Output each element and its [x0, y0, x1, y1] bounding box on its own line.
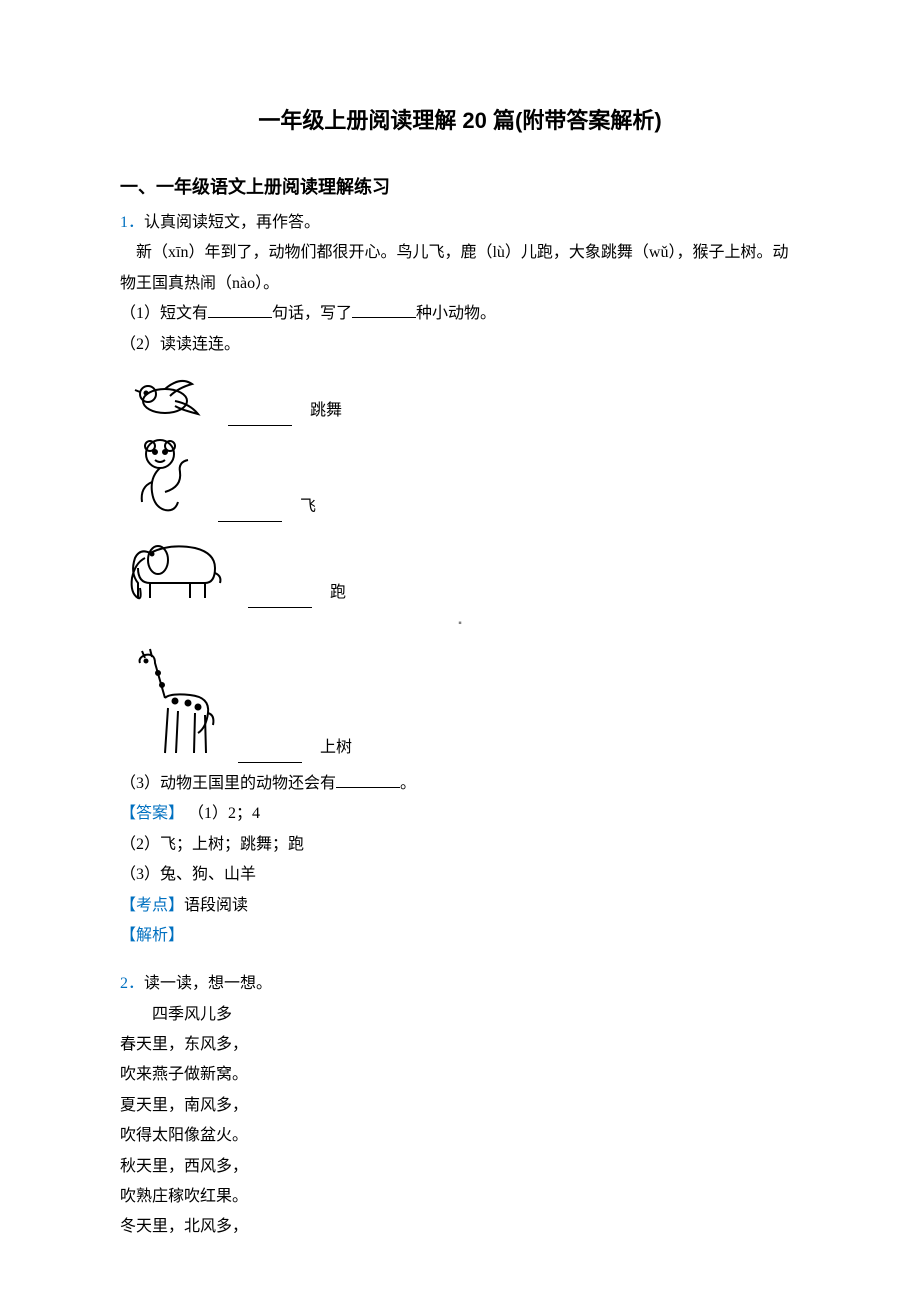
q1-sub2: （2）读读连连。 [120, 330, 800, 360]
poem-line: 冬天里，北风多， [120, 1212, 800, 1242]
match-label: 跑 [330, 578, 346, 608]
document-title: 一年级上册阅读理解 20 篇(附带答案解析) [120, 100, 800, 142]
answer-label: 【答案】 [120, 805, 184, 822]
blank-input[interactable] [336, 771, 400, 788]
q1-answer-3: （3）兔、狗、山羊 [120, 860, 800, 890]
giraffe-icon [120, 643, 220, 763]
blank-input[interactable] [248, 591, 312, 608]
blank-input[interactable] [352, 301, 416, 318]
q1-prompt: 认真阅读短文，再作答。 [144, 214, 320, 231]
q1-sub3-b: 。 [400, 775, 416, 792]
q1-number: 1． [120, 214, 144, 231]
q1-sub1-c: 种小动物。 [416, 305, 496, 322]
match-row: 上树 [120, 643, 800, 763]
poem-title: 四季风儿多 [120, 1000, 800, 1030]
spacer [120, 951, 800, 969]
separator-dot: ▪ [120, 614, 800, 633]
kaodian-text: 语段阅读 [184, 897, 248, 914]
q1-prompt-line: 1．认真阅读短文，再作答。 [120, 208, 800, 238]
poem-line: 春天里，东风多， [120, 1030, 800, 1060]
blank-input[interactable] [238, 746, 302, 763]
q1-sub3: （3）动物王国里的动物还会有 。 [120, 769, 800, 799]
q1-sub1: （1）短文有 句话，写了 种小动物。 [120, 299, 800, 329]
q1-answer-2: （2）飞；上树；跳舞；跑 [120, 830, 800, 860]
question-1: 1．认真阅读短文，再作答。 新（xīn）年到了，动物们都很开心。鸟儿飞，鹿（lù… [120, 208, 800, 951]
poem-line: 夏天里，南风多， [120, 1091, 800, 1121]
q1-sub1-a: （1）短文有 [120, 305, 208, 322]
q1-sub3-a: （3）动物王国里的动物还会有 [120, 775, 336, 792]
blank-input[interactable] [218, 505, 282, 522]
blank-input[interactable] [208, 301, 272, 318]
blank-input[interactable] [228, 409, 292, 426]
match-row: 飞 [120, 432, 800, 522]
elephant-icon [120, 528, 230, 608]
match-row: 跑 [120, 528, 800, 608]
document-page: 一年级上册阅读理解 20 篇(附带答案解析) 一、一年级语文上册阅读理解练习 1… [0, 0, 920, 1303]
monkey-icon [120, 432, 200, 522]
q2-number: 2． [120, 975, 144, 992]
poem-line: 秋天里，西风多， [120, 1152, 800, 1182]
match-label: 跳舞 [310, 396, 342, 426]
jiexi-label: 【解析】 [120, 921, 800, 951]
q1-answer-1: 【答案】 （1）2；4 [120, 799, 800, 829]
q1-sub1-b: 句话，写了 [272, 305, 352, 322]
match-row: 跳舞 [120, 366, 800, 426]
poem-line: 吹来燕子做新窝。 [120, 1060, 800, 1090]
q1-kaodian: 【考点】语段阅读 [120, 891, 800, 921]
section-heading: 一、一年级语文上册阅读理解练习 [120, 170, 800, 204]
question-2: 2．读一读，想一想。 四季风儿多 春天里，东风多， 吹来燕子做新窝。 夏天里，南… [120, 969, 800, 1243]
bird-icon [120, 366, 210, 426]
match-label: 上树 [320, 733, 352, 763]
q1-passage: 新（xīn）年到了，动物们都很开心。鸟儿飞，鹿（lù）儿跑，大象跳舞（wǔ），猴… [120, 238, 800, 299]
kaodian-label: 【考点】 [120, 897, 184, 914]
poem-line: 吹熟庄稼吹红果。 [120, 1182, 800, 1212]
q2-prompt: 读一读，想一想。 [144, 975, 272, 992]
q2-prompt-line: 2．读一读，想一想。 [120, 969, 800, 999]
answer-text: （1）2；4 [188, 805, 260, 822]
match-label: 飞 [300, 492, 316, 522]
poem-line: 吹得太阳像盆火。 [120, 1121, 800, 1151]
